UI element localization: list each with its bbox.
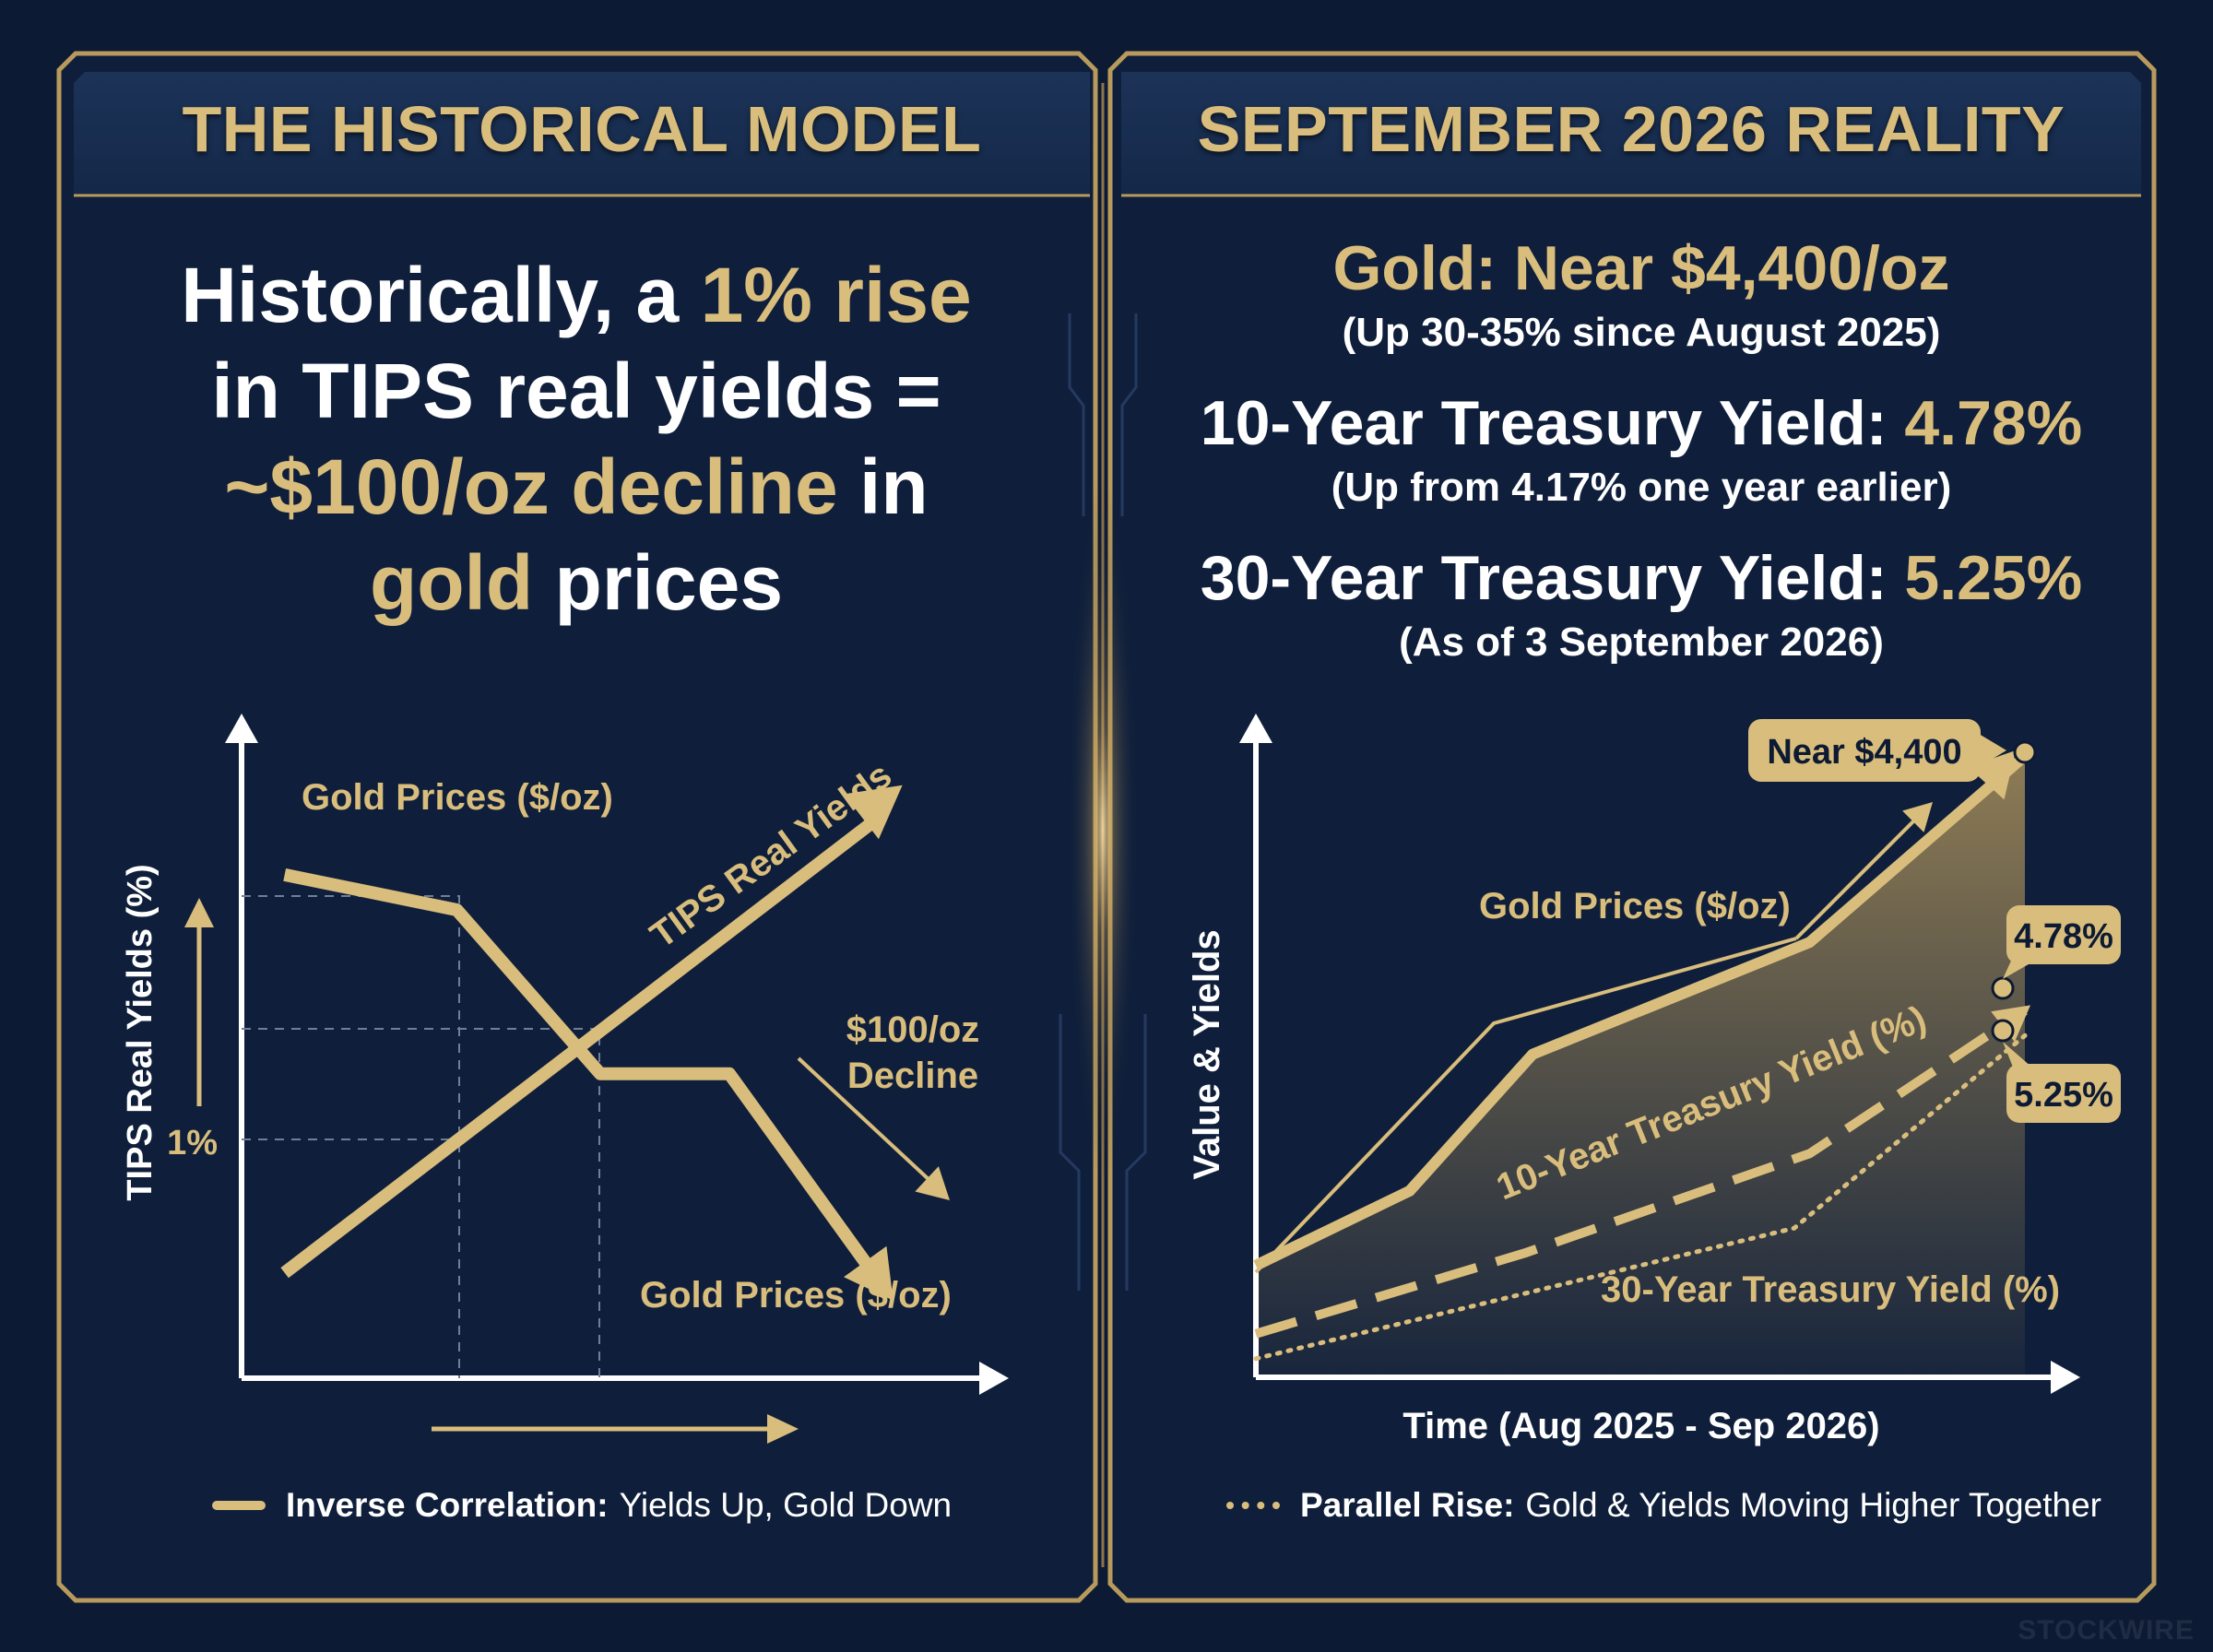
annotation-decline: Decline xyxy=(847,1056,978,1096)
y-tick-label: 1% xyxy=(167,1124,218,1162)
headline-highlight: ~$100/oz decline xyxy=(224,443,838,530)
headline-highlight: gold xyxy=(369,539,534,626)
y-axis-arrow xyxy=(1239,714,1272,743)
x-axis-label: Time (Aug 2025 - Sep 2026) xyxy=(1402,1406,1879,1446)
solid-line-swatch xyxy=(212,1501,266,1510)
y-axis-label: TIPS Real Yields (%) xyxy=(121,864,160,1200)
annotation-gold-bottom: Gold Prices ($/oz) xyxy=(640,1275,952,1316)
watermark: STOCKWIRE xyxy=(2018,1615,2195,1646)
right-panel-title: SEPTEMBER 2026 REALITY xyxy=(1197,93,2065,165)
series-gold-arrowhead xyxy=(844,1245,893,1301)
headline-part: in TIPS real yields = xyxy=(211,348,941,434)
left-legend-text: Yields Up, Gold Down xyxy=(619,1486,953,1524)
series-10y-line xyxy=(1254,1007,2028,1339)
30y-endpoint xyxy=(1991,1019,2015,1043)
x-axis-arrow xyxy=(2051,1361,2080,1394)
series-gold-arrowhead xyxy=(1968,750,2016,800)
series-gold-line xyxy=(283,868,879,1277)
stat-10y-label: 10-Year Treasury Yield: 4.78% xyxy=(1125,387,2158,459)
gold-endpoint xyxy=(2013,740,2037,764)
stat-10y-text: 10-Year Treasury Yield: xyxy=(1200,388,1905,458)
dotted-line-swatch xyxy=(1226,1502,1280,1509)
right-legend: Parallel Rise: Gold & Yields Moving High… xyxy=(1226,1486,2101,1525)
left-legend-bold: Inverse Correlation: xyxy=(286,1486,609,1524)
callout-30y-box xyxy=(2006,1064,2121,1123)
right-legend-text: Gold & Yields Moving Higher Together xyxy=(1525,1486,2101,1524)
right-legend-bold: Parallel Rise: xyxy=(1300,1486,1515,1524)
y-axis-arrow xyxy=(225,714,258,743)
callout-10y-box xyxy=(2006,905,2121,964)
x-direction-arrowhead xyxy=(767,1414,799,1444)
headline-highlight: 1% rise xyxy=(700,252,972,338)
y-axis-label: Value & Yields xyxy=(1187,929,1227,1179)
callout-10y-tail xyxy=(2003,959,2029,979)
headline-part: prices xyxy=(533,539,784,626)
series-gold-label: Gold Prices ($/oz) xyxy=(1479,886,1791,926)
gold-trend-guide xyxy=(1254,937,1797,1274)
stat-30y-text: 30-Year Treasury Yield: xyxy=(1200,543,1905,613)
headline-part: Historically, a xyxy=(181,252,701,338)
decline-pointer xyxy=(797,1056,933,1184)
stat-10y-value: 4.78% xyxy=(1904,388,2083,458)
callout-30y-tail xyxy=(2003,1042,2032,1069)
yield-up-arrowhead xyxy=(184,898,214,927)
headline-part: in xyxy=(837,443,929,530)
stat-30y-note: (As of 3 September 2026) xyxy=(1399,620,1884,665)
annotation-gold-top: Gold Prices ($/oz) xyxy=(302,777,613,818)
callout-gold-tail xyxy=(1979,734,2006,767)
stat-gold-text: Gold: Near $4,400/oz xyxy=(1332,233,1950,303)
gold-area-fill xyxy=(1256,756,2025,1377)
gold-guide-pointer-head xyxy=(1902,802,1933,832)
callout-gold-text: Near $4,400 xyxy=(1767,733,1961,772)
series-tips-line xyxy=(280,817,877,1279)
stat-30y-value: 5.25% xyxy=(1904,543,2083,613)
left-panel-title: THE HISTORICAL MODEL xyxy=(182,93,982,165)
stat-gold-note: (Up 30-35% since August 2025) xyxy=(1342,310,1941,355)
decline-pointer-head xyxy=(915,1166,950,1200)
x-axis-arrow xyxy=(979,1362,1009,1395)
callout-gold-box xyxy=(1748,719,1981,782)
left-legend: Inverse Correlation: Yields Up, Gold Dow… xyxy=(212,1486,952,1525)
callout-10y-text: 4.78% xyxy=(2014,917,2113,956)
callout-30y-text: 5.25% xyxy=(2014,1076,2113,1115)
stat-30y-label: 30-Year Treasury Yield: 5.25% xyxy=(1125,542,2158,614)
headline: Historically, a 1% rise in TIPS real yie… xyxy=(101,247,1051,631)
gold-guide-pointer xyxy=(1794,811,1923,940)
stat-10y-note: (Up from 4.17% one year earlier) xyxy=(1331,465,1952,510)
10y-endpoint xyxy=(1991,976,2015,1000)
series-gold-line xyxy=(1253,751,2029,1271)
series-tips-arrowhead xyxy=(844,785,903,840)
guide-line xyxy=(242,895,460,1378)
annotation-decline-amount: $100/oz xyxy=(846,1009,980,1050)
series-30y-label: 30-Year Treasury Yield (%) xyxy=(1601,1269,2060,1310)
stat-gold-label: Gold: Near $4,400/oz xyxy=(1125,232,2158,304)
